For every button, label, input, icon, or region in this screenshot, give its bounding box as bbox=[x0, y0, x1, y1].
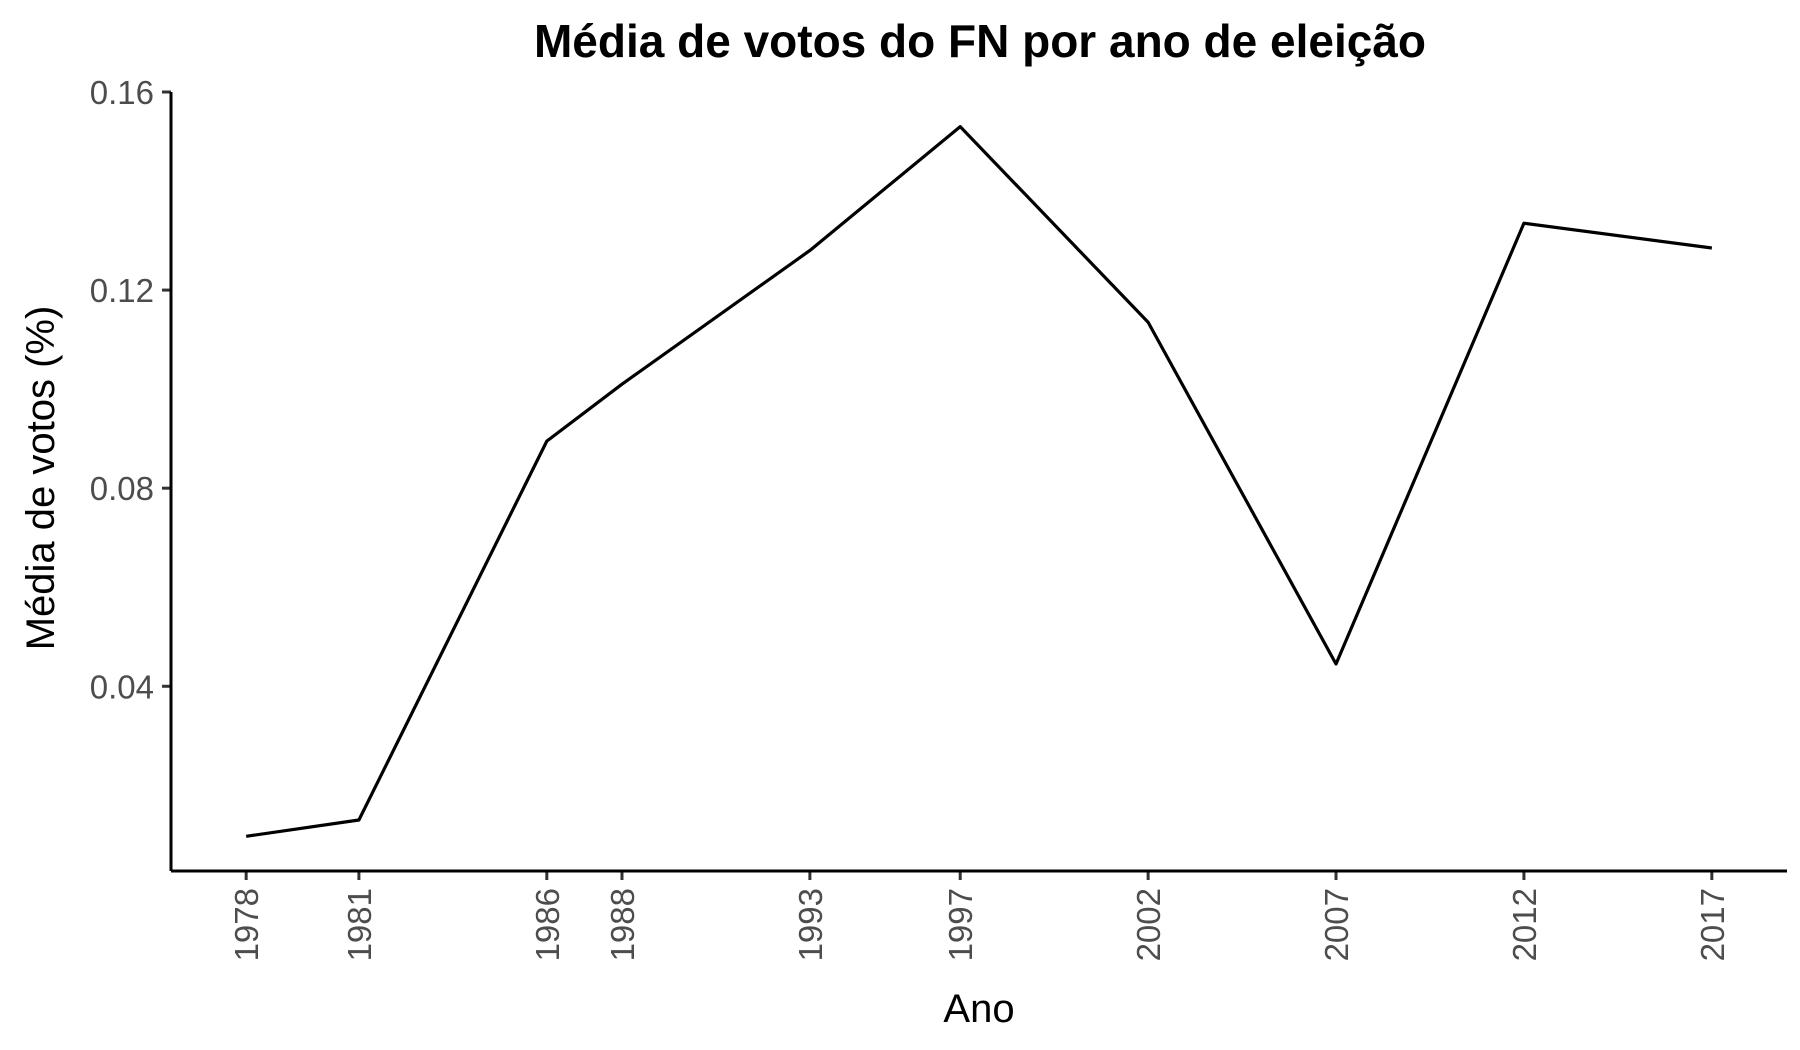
x-tick-label: 2012 bbox=[1506, 888, 1543, 961]
y-tick-label: 0.12 bbox=[90, 272, 154, 309]
x-tick-label: 2007 bbox=[1318, 888, 1355, 961]
x-tick-label: 1986 bbox=[529, 888, 566, 961]
x-tick-label: 1993 bbox=[792, 888, 829, 961]
x-tick-label: 2017 bbox=[1694, 888, 1731, 961]
x-tick-label: 1981 bbox=[341, 888, 378, 961]
x-tick-label: 1978 bbox=[228, 888, 265, 961]
x-axis-title: Ano bbox=[943, 987, 1014, 1031]
series-line bbox=[245, 125, 1713, 838]
x-tick-label: 2002 bbox=[1130, 888, 1167, 961]
x-tick-label: 1997 bbox=[942, 888, 979, 961]
plot-area: 0.04 0.08 0.12 0.16 1978 1981 1986 1988 1993 199… bbox=[90, 74, 1787, 961]
x-axis-ticks: 1978 1981 1986 1988 1993 1997 2002 2007 2012 2017 bbox=[228, 871, 1731, 961]
y-tick-label: 0.04 bbox=[90, 668, 154, 705]
x-tick-label: 1988 bbox=[604, 888, 641, 961]
y-axis-ticks: 0.04 0.08 0.12 0.16 bbox=[90, 74, 171, 705]
y-tick-label: 0.08 bbox=[90, 470, 154, 507]
y-axis-title: Média de votos (%) bbox=[19, 306, 63, 651]
y-tick-label: 0.16 bbox=[90, 74, 154, 111]
chart-title: Média de votos do FN por ano de eleição bbox=[534, 15, 1426, 67]
